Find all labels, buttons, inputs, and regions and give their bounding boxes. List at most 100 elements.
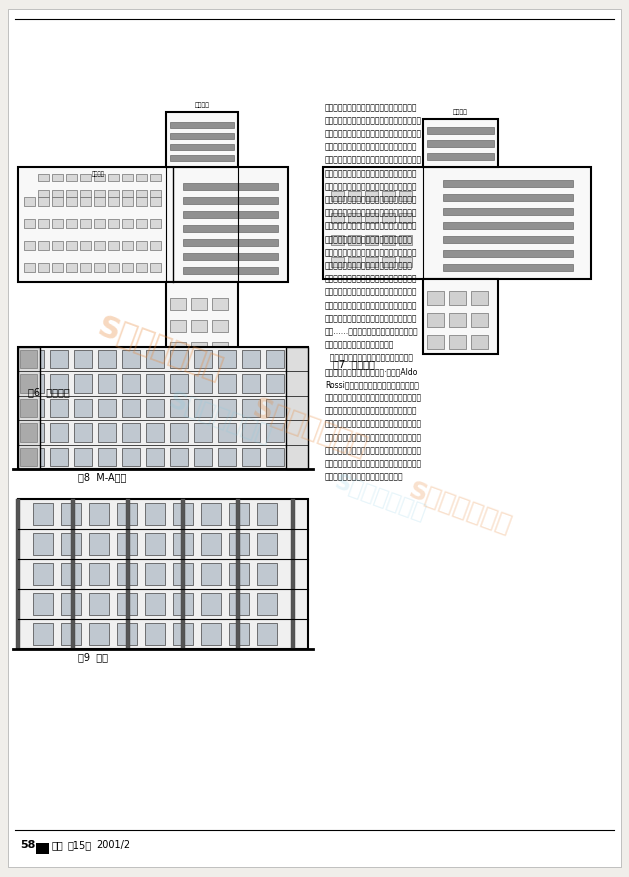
Bar (229, 533, 249, 555)
Bar (266, 424, 284, 442)
Text: 要比选择形式风格更加重要。类型本身上是一: 要比选择形式风格更加重要。类型本身上是一 (325, 406, 418, 415)
Bar (18, 347, 40, 469)
Bar (443, 181, 573, 188)
Bar (18, 168, 288, 282)
Bar (38, 242, 49, 251)
Bar (181, 499, 185, 649)
Text: 图7  六层平面: 图7 六层平面 (333, 359, 375, 368)
Bar (170, 399, 188, 417)
Bar (348, 214, 361, 224)
Bar (218, 399, 236, 417)
Bar (50, 351, 68, 369)
Bar (50, 375, 68, 394)
Bar (170, 424, 188, 442)
Bar (212, 299, 228, 310)
Bar (66, 264, 77, 273)
Bar (242, 399, 260, 417)
Bar (80, 175, 91, 182)
Bar (242, 424, 260, 442)
Bar (89, 594, 109, 616)
Bar (52, 264, 63, 273)
Bar (122, 424, 140, 442)
Bar (150, 264, 161, 273)
Bar (443, 195, 573, 202)
Bar (170, 375, 188, 394)
Bar (173, 624, 193, 645)
Bar (449, 336, 466, 350)
Bar (122, 448, 140, 467)
Bar (33, 563, 53, 585)
Bar (427, 292, 444, 306)
Bar (323, 168, 591, 280)
Bar (52, 191, 63, 198)
Bar (33, 503, 53, 525)
Bar (89, 503, 109, 525)
Bar (145, 624, 165, 645)
Bar (194, 424, 212, 442)
Text: 情报中心之间空间联机检索，以缩微摄影、磁: 情报中心之间空间联机检索，以缩微摄影、磁 (325, 248, 418, 257)
Text: 静的环境色调、柔和的灯光、简雅的工艺装饰: 静的环境色调、柔和的灯光、简雅的工艺装饰 (325, 196, 418, 204)
Bar (183, 211, 278, 218)
Bar (229, 503, 249, 525)
Text: 面对上述转变，设计者应当怎样确定图书: 面对上述转变，设计者应当怎样确定图书 (325, 353, 413, 362)
Bar (136, 191, 147, 198)
Bar (170, 321, 186, 332)
Bar (173, 503, 193, 525)
Bar (170, 343, 186, 354)
Text: 表现的基本类型，原型之外存在着一种变异型，: 表现的基本类型，原型之外存在着一种变异型， (325, 432, 422, 441)
Bar (80, 220, 91, 229)
Bar (170, 156, 234, 162)
Bar (20, 448, 37, 467)
Bar (331, 258, 344, 267)
Bar (89, 624, 109, 645)
Text: S土木在线学院: S土木在线学院 (331, 472, 428, 524)
Bar (183, 253, 278, 260)
Bar (212, 343, 228, 354)
Text: 2001/2: 2001/2 (96, 839, 130, 849)
Bar (24, 220, 35, 229)
Bar (24, 198, 35, 207)
Bar (117, 624, 137, 645)
Bar (427, 141, 494, 148)
Bar (18, 347, 308, 469)
Bar (38, 220, 49, 229)
Bar (365, 192, 378, 202)
Bar (38, 191, 49, 198)
Bar (183, 198, 278, 204)
Bar (98, 399, 116, 417)
Text: 不到险素者，阅览室也不再有开架和闭架阅览: 不到险素者，阅览室也不再有开架和闭架阅览 (325, 314, 418, 323)
Bar (50, 448, 68, 467)
Bar (122, 198, 133, 207)
Bar (74, 375, 92, 394)
Bar (136, 264, 147, 273)
Bar (126, 499, 130, 649)
Bar (98, 448, 116, 467)
Bar (331, 214, 344, 224)
Bar (183, 267, 278, 275)
Bar (61, 503, 81, 525)
Bar (36, 843, 49, 854)
Bar (229, 594, 249, 616)
Text: 面的精神环境质量，通过合理的空间尺度、宁: 面的精神环境质量，通过合理的空间尺度、宁 (325, 182, 418, 191)
Bar (145, 563, 165, 585)
Bar (98, 351, 116, 369)
Bar (427, 153, 494, 160)
Bar (24, 264, 35, 273)
Bar (173, 563, 193, 585)
Bar (122, 351, 140, 369)
Bar (117, 563, 137, 585)
Bar (170, 123, 234, 129)
Bar (122, 264, 133, 273)
Text: 等物理环境质感，转向注重读者生理、心理方: 等物理环境质感，转向注重读者生理、心理方 (325, 168, 418, 178)
Bar (94, 198, 105, 207)
Bar (66, 175, 77, 182)
Bar (173, 533, 193, 555)
Bar (229, 624, 249, 645)
Bar (122, 399, 140, 417)
Bar (191, 321, 207, 332)
Bar (291, 499, 295, 649)
Text: S土木在线学院: S土木在线学院 (93, 311, 226, 383)
Bar (242, 375, 260, 394)
Bar (471, 336, 488, 350)
Bar (20, 375, 37, 394)
